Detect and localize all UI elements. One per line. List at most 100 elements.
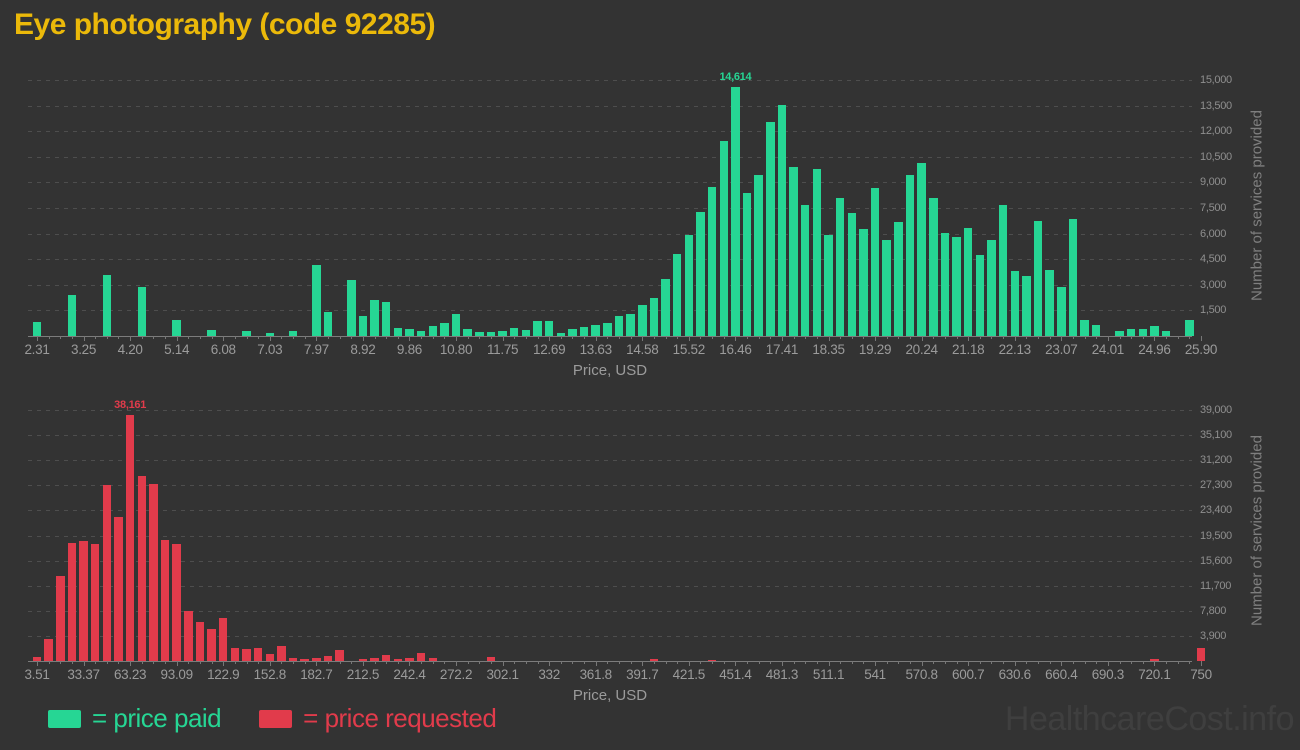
histogram-bar: [998, 205, 1008, 336]
histogram-bar: [335, 649, 344, 661]
y-tick-label: 11,700: [1200, 579, 1232, 592]
histogram-bar: [277, 645, 286, 661]
histogram-bar: [184, 610, 193, 661]
x-axis-minor-tick: [630, 336, 632, 339]
x-tick-label: 10.80: [439, 342, 473, 357]
x-axis-major-tick: [83, 661, 85, 666]
x-tick-label: 4.20: [117, 342, 143, 357]
x-axis-minor-tick: [293, 336, 295, 339]
histogram-bar: [79, 541, 88, 661]
x-axis-minor-tick: [258, 336, 260, 339]
histogram-bar: [195, 622, 205, 661]
gridline: [28, 233, 1192, 235]
x-axis-minor-tick: [141, 661, 143, 664]
x-axis-minor-tick: [758, 661, 760, 664]
x-axis-major-tick: [781, 336, 783, 341]
peak-value-label: 38,161: [114, 399, 147, 412]
x-tick-label: 24.96: [1138, 342, 1171, 357]
histogram-bar: [1138, 328, 1148, 336]
histogram-bar: [288, 658, 298, 661]
x-axis-minor-tick: [281, 336, 283, 339]
x-tick-label: 182.7: [300, 667, 333, 682]
legend-label-price-paid: = price paid: [92, 703, 222, 733]
x-tick-label: 7.97: [303, 342, 329, 357]
x-axis-minor-tick: [1049, 661, 1051, 664]
x-axis-major-tick: [83, 336, 85, 341]
x-axis-minor-tick: [712, 336, 714, 339]
gridline: [28, 635, 1192, 637]
histogram-bar: [1080, 320, 1089, 336]
x-axis-major-tick: [549, 661, 551, 666]
histogram-bar: [905, 175, 915, 336]
x-axis-minor-tick: [851, 336, 853, 339]
x-axis-minor-tick: [1003, 336, 1005, 339]
x-axis-minor-tick: [490, 336, 492, 339]
x-axis-major-tick: [456, 661, 458, 666]
x-axis-minor-tick: [560, 661, 562, 664]
x-axis-minor-tick: [304, 336, 306, 339]
x-tick-label: 22.13: [998, 342, 1032, 357]
x-tick-label: 152.8: [253, 667, 287, 682]
x-axis-minor-tick: [246, 661, 248, 664]
histogram-bar: [486, 332, 496, 336]
x-axis-major-tick: [409, 336, 411, 341]
x-axis-minor-tick: [211, 661, 213, 664]
x-tick-label: 33.37: [67, 667, 100, 682]
x-axis-minor-tick: [95, 661, 97, 664]
histogram-bar: [172, 544, 181, 661]
x-axis-major-tick: [1107, 661, 1109, 666]
x-axis-minor-tick: [607, 661, 609, 664]
x-tick-label: 302.1: [486, 667, 519, 682]
x-tick-label: 5.14: [164, 342, 190, 357]
x-tick-label: 660.4: [1045, 667, 1078, 682]
y-tick-label: 35,100: [1200, 429, 1232, 442]
histogram-bar: [288, 330, 298, 336]
histogram-bar: [56, 576, 65, 661]
histogram-bar: [160, 540, 170, 661]
y-tick-label: 7,800: [1200, 604, 1227, 617]
peak-value-label: 14,614: [719, 70, 752, 83]
x-axis-minor-tick: [770, 661, 772, 664]
x-axis-major-tick: [1014, 336, 1016, 341]
x-tick-label: 720.1: [1138, 667, 1171, 682]
histogram-bar: [1068, 218, 1078, 336]
histogram-bar: [509, 328, 519, 336]
x-axis-major-tick: [223, 661, 225, 666]
x-tick-label: 20.24: [905, 342, 938, 357]
x-axis-minor-tick: [1131, 336, 1133, 339]
x-axis-minor-tick: [1119, 336, 1121, 339]
histogram-bar: [253, 648, 263, 661]
x-axis-minor-tick: [525, 661, 527, 664]
x-axis-minor-tick: [1189, 336, 1191, 339]
x-axis-major-tick: [316, 661, 318, 666]
histogram-bar: [265, 654, 275, 661]
price-requested-x-axis-title: Price, USD: [572, 687, 648, 704]
histogram-bar: [347, 280, 356, 336]
gridline: [28, 585, 1192, 587]
histogram-bar: [230, 648, 240, 661]
histogram-bar: [265, 333, 275, 336]
x-axis-major-tick: [269, 336, 271, 341]
x-axis-minor-tick: [886, 336, 888, 339]
x-axis-minor-tick: [141, 336, 143, 339]
x-axis-minor-tick: [444, 336, 446, 339]
histogram-bar: [125, 415, 135, 661]
x-axis-minor-tick: [886, 661, 888, 664]
x-axis-major-tick: [1107, 336, 1109, 341]
histogram-bar: [661, 279, 670, 336]
x-tick-label: 690.3: [1091, 667, 1125, 682]
histogram-bar: [428, 326, 437, 336]
x-tick-label: 63.23: [113, 667, 147, 682]
x-tick-label: 212.5: [346, 667, 380, 682]
x-axis-minor-tick: [630, 661, 632, 664]
x-tick-label: 14.58: [626, 342, 659, 357]
x-axis-minor-tick: [444, 661, 446, 664]
histogram-bar: [963, 227, 973, 336]
histogram-bar: [707, 659, 717, 661]
x-axis-minor-tick: [979, 661, 981, 664]
histogram-bar: [614, 316, 624, 336]
gridline: [28, 560, 1192, 562]
x-axis-minor-tick: [211, 336, 213, 339]
x-axis-major-tick: [688, 336, 690, 341]
x-axis-minor-tick: [490, 661, 492, 664]
